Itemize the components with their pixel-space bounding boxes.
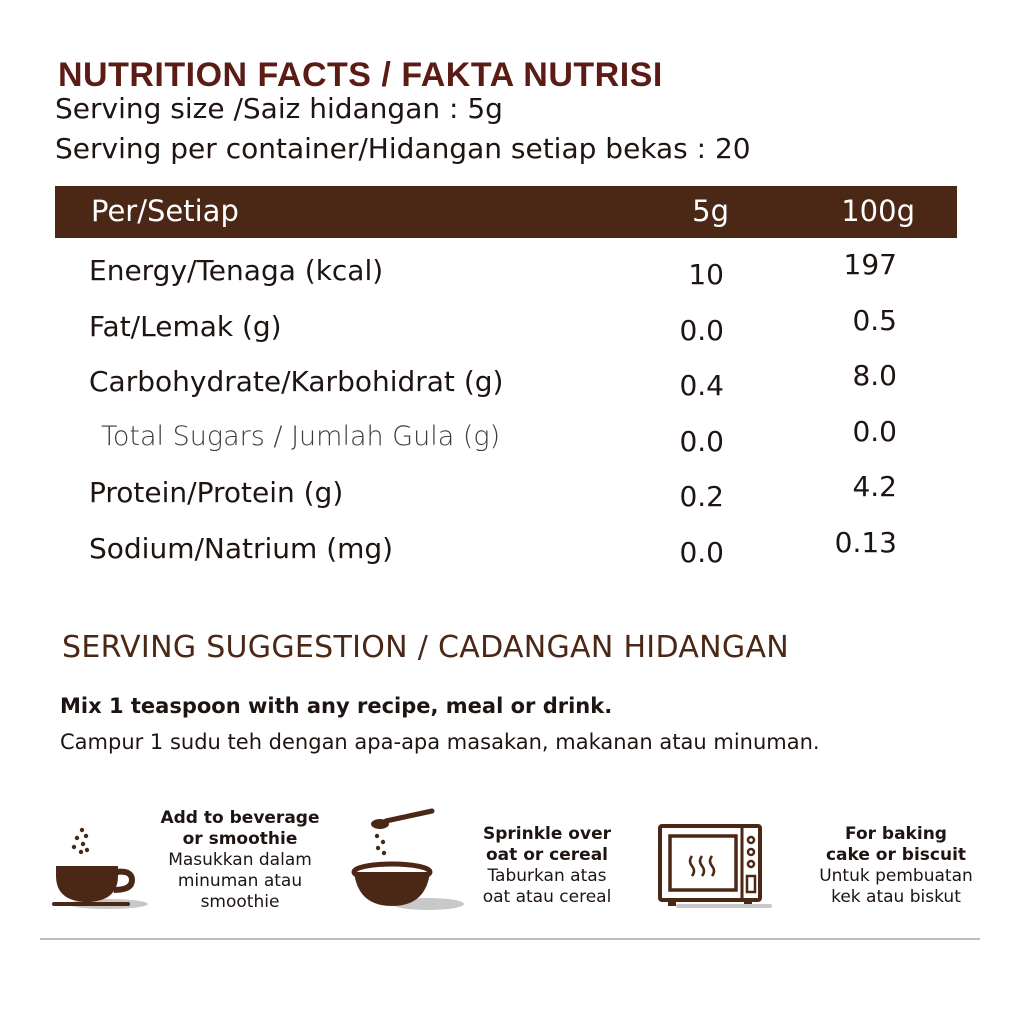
bottom-divider: [40, 938, 980, 940]
suggestion-text-english: Mix 1 teaspoon with any recipe, meal or …: [60, 694, 613, 718]
nutrition-facts-title: NUTRITION FACTS / FAKTA NUTRISI: [58, 56, 663, 94]
serving-size: Serving size /Saiz hidangan : 5g: [55, 92, 503, 125]
caption-en-line: For baking: [845, 824, 947, 844]
serving-column-header: 5g: [692, 194, 729, 228]
coffee-cup-icon: [52, 827, 148, 909]
per-serving-value: 0.0: [679, 314, 724, 347]
caption-sprinkle: Sprinkle over oat or cereal Taburkan ata…: [462, 824, 632, 908]
caption-my-line: Untuk pembuatan: [819, 866, 973, 886]
per-serving-value: 0.0: [679, 536, 724, 569]
per-100g-value: 197: [843, 248, 897, 281]
oven-icon: [658, 824, 772, 908]
caption-baking: For baking cake or biscuit Untuk pembuat…: [786, 824, 1006, 908]
bowl-spoon-icon: [351, 808, 464, 910]
caption-my-line: minuman atau: [177, 871, 303, 891]
per-100g-value: 0.5: [852, 304, 897, 337]
nutrient-row-energy: Energy/Tenaga (kcal) 10 197: [55, 246, 957, 296]
nutrient-label: Carbohydrate/Karbohidrat (g): [89, 365, 504, 398]
nutrient-label: Total Sugars / Jumlah Gula (g): [101, 421, 501, 452]
suggestion-text-malay: Campur 1 sudu teh dengan apa-apa masakan…: [60, 730, 820, 754]
caption-beverage: Add to beverage or smoothie Masukkan dal…: [140, 808, 340, 913]
nutrient-row-carbohydrate: Carbohydrate/Karbohidrat (g) 0.4 8.0: [55, 357, 957, 407]
caption-en-line: oat or cereal: [486, 845, 608, 865]
servings-per-container: Serving per container/Hidangan setiap be…: [55, 132, 751, 165]
nutrient-row-sodium: Sodium/Natrium (mg) 0.0 0.13: [55, 524, 957, 574]
per-100g-value: 8.0: [852, 359, 897, 392]
nutrient-label: Energy/Tenaga (kcal): [89, 254, 384, 287]
nutrient-label: Sodium/Natrium (mg): [89, 532, 394, 565]
caption-my-line: Taburkan atas: [487, 866, 607, 886]
caption-my-line: oat atau cereal: [482, 887, 612, 907]
caption-my-line: kek atau biskut: [831, 887, 961, 907]
caption-my-line: smoothie: [200, 892, 280, 912]
per-100g-column-header: 100g: [841, 194, 915, 228]
nutrient-row-total-sugars: Total Sugars / Jumlah Gula (g) 0.0 0.0: [55, 413, 957, 463]
per-serving-value: 0.2: [679, 480, 724, 513]
nutrition-table-header: Per/Setiap 5g 100g: [55, 186, 957, 238]
nutrient-label: Fat/Lemak (g): [89, 310, 282, 343]
caption-en-line: cake or biscuit: [825, 845, 967, 865]
caption-en-line: Add to beverage: [160, 808, 320, 828]
serving-suggestion-title: SERVING SUGGESTION / CADANGAN HIDANGAN: [62, 630, 790, 665]
caption-en-line: Sprinkle over: [483, 824, 611, 844]
per-column-label: Per/Setiap: [91, 194, 239, 228]
nutrient-label: Protein/Protein (g): [89, 476, 344, 509]
nutrient-row-fat: Fat/Lemak (g) 0.0 0.5: [55, 302, 957, 352]
caption-my-line: Masukkan dalam: [168, 850, 312, 870]
nutrient-row-protein: Protein/Protein (g) 0.2 4.2: [55, 468, 957, 518]
per-serving-value: 10: [688, 258, 724, 291]
caption-en-line: or smoothie: [182, 829, 298, 849]
per-serving-value: 0.0: [679, 425, 724, 458]
per-100g-value: 0.13: [834, 526, 897, 559]
per-serving-value: 0.4: [679, 369, 724, 402]
per-100g-value: 0.0: [852, 415, 897, 448]
per-100g-value: 4.2: [852, 470, 897, 503]
